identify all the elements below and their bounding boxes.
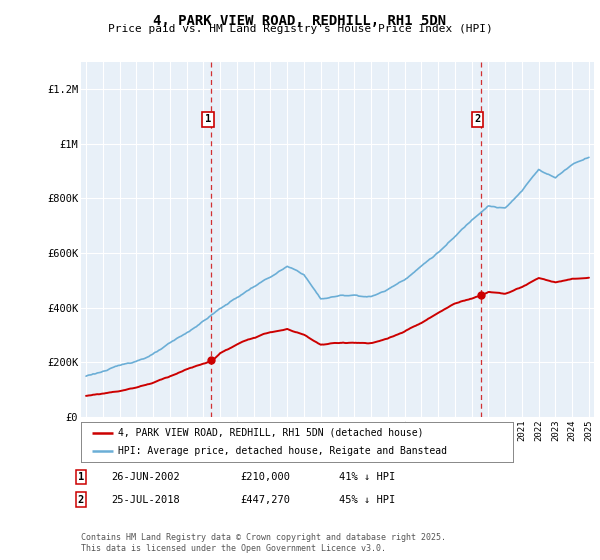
Text: 4, PARK VIEW ROAD, REDHILL, RH1 5DN (detached house): 4, PARK VIEW ROAD, REDHILL, RH1 5DN (det… — [118, 428, 423, 437]
Text: 1: 1 — [78, 472, 84, 482]
Text: HPI: Average price, detached house, Reigate and Banstead: HPI: Average price, detached house, Reig… — [118, 446, 447, 456]
Text: Contains HM Land Registry data © Crown copyright and database right 2025.
This d: Contains HM Land Registry data © Crown c… — [81, 533, 446, 553]
Text: 2: 2 — [78, 494, 84, 505]
Text: 1: 1 — [205, 114, 211, 124]
Text: 2: 2 — [475, 114, 481, 124]
Text: £447,270: £447,270 — [240, 494, 290, 505]
Text: £210,000: £210,000 — [240, 472, 290, 482]
Text: 26-JUN-2002: 26-JUN-2002 — [111, 472, 180, 482]
Text: 45% ↓ HPI: 45% ↓ HPI — [339, 494, 395, 505]
Text: Price paid vs. HM Land Registry's House Price Index (HPI): Price paid vs. HM Land Registry's House … — [107, 24, 493, 34]
Text: 4, PARK VIEW ROAD, REDHILL, RH1 5DN: 4, PARK VIEW ROAD, REDHILL, RH1 5DN — [154, 14, 446, 28]
Text: 25-JUL-2018: 25-JUL-2018 — [111, 494, 180, 505]
Text: 41% ↓ HPI: 41% ↓ HPI — [339, 472, 395, 482]
